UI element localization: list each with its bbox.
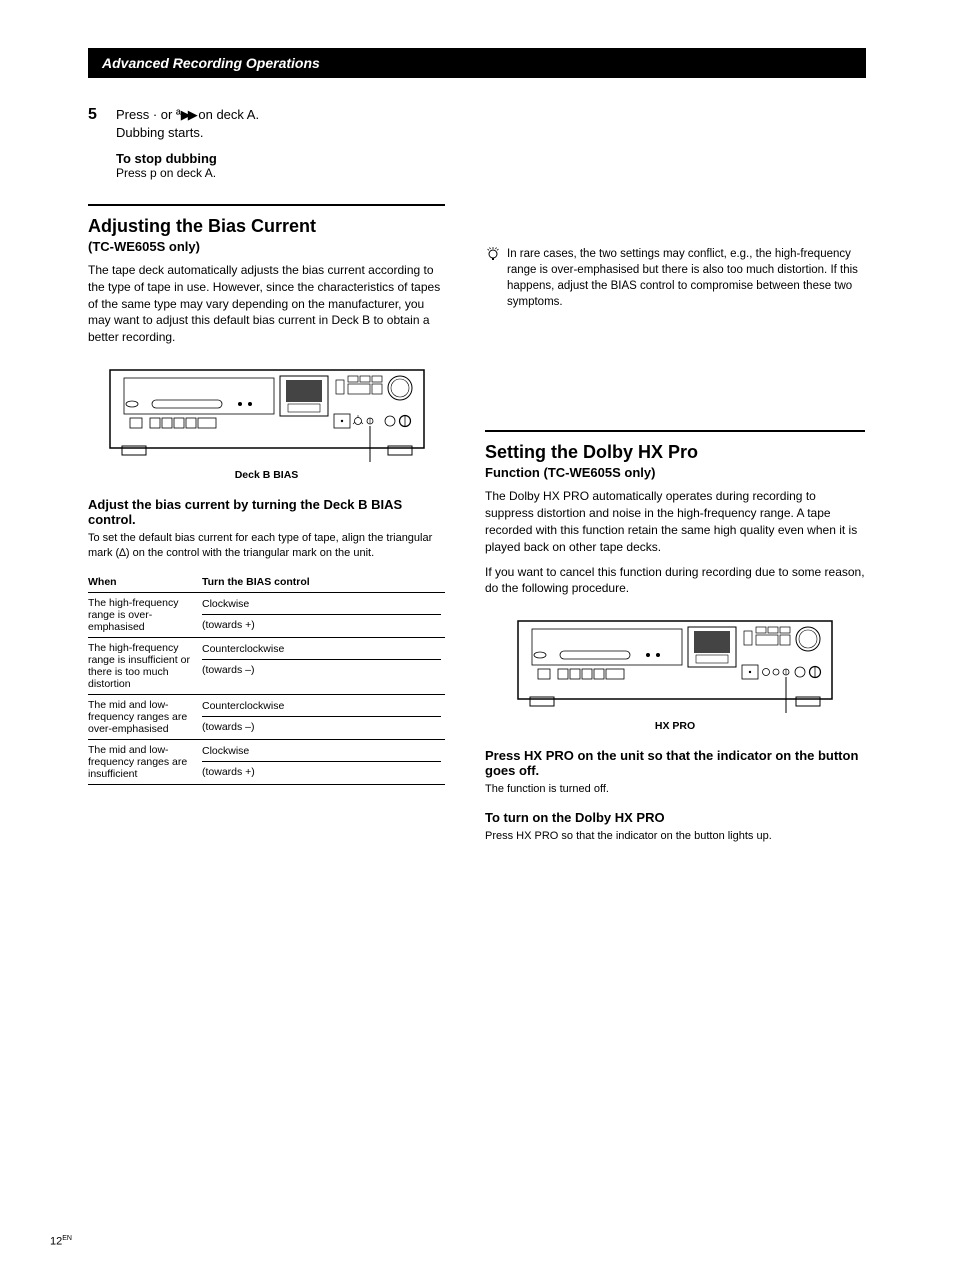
device-illustration-left: Deck B BIAS [88, 364, 445, 481]
bias-section-title: Adjusting the Bias Current [88, 216, 445, 237]
device-label-left: Deck B BIAS [88, 469, 445, 481]
tip-block: In rare cases, the two settings may conf… [485, 246, 865, 310]
device-label-right: HX PRO [485, 720, 865, 732]
adjust-title: Adjust the bias current by turning the D… [88, 497, 445, 527]
hxpro-on-body: Press HX PRO so that the indicator on th… [485, 829, 865, 844]
bias-section-subtitle: (TC-WE605S only) [88, 239, 445, 254]
table-row: The high-frequency range is insufficient… [88, 637, 445, 694]
device-illustration-right: HX PRO [485, 615, 865, 732]
hxpro-on-title: To turn on the Dolby HX PRO [485, 810, 865, 825]
table-header-turn: Turn the BIAS control [202, 572, 445, 593]
step-5-text-b: Dubbing starts. [116, 124, 259, 142]
step-number: 5 [88, 106, 116, 124]
hxpro-off-title: Press HX PRO on the unit so that the ind… [485, 748, 865, 778]
table-row: The mid and low-frequency ranges are ove… [88, 694, 445, 739]
hxpro-off-body: The function is turned off. [485, 782, 865, 797]
step-5-text-a: Press · or ª▶▶ on deck A. [116, 106, 259, 124]
table-row: The high-frequency range is over-emphasi… [88, 592, 445, 637]
page-section-header: Advanced Recording Operations [88, 48, 866, 78]
stop-dubbing-title: To stop dubbing [116, 151, 445, 166]
hxpro-section-subtitle: Function (TC-WE605S only) [485, 465, 865, 480]
divider [88, 204, 445, 206]
hxpro-intro-1: The Dolby HX PRO automatically operates … [485, 488, 865, 555]
bias-intro: The tape deck automatically adjusts the … [88, 262, 445, 346]
hxpro-intro-2: If you want to cancel this function duri… [485, 564, 865, 598]
tip-icon [485, 246, 501, 310]
divider [485, 430, 865, 432]
stop-dubbing-body: Press p on deck A. [116, 166, 445, 180]
table-header-when: When [88, 572, 202, 593]
header-label: Advanced Recording Operations [102, 55, 320, 71]
page-number: 12EN [50, 1235, 72, 1248]
step-5: 5 Press · or ª▶▶ on deck A. Dubbing star… [88, 106, 445, 141]
table-row: The mid and low-frequency ranges are ins… [88, 739, 445, 784]
adjust-body: To set the default bias current for each… [88, 531, 445, 562]
tip-text: In rare cases, the two settings may conf… [507, 246, 865, 310]
hxpro-section-title: Setting the Dolby HX Pro [485, 442, 865, 463]
bias-table: When Turn the BIAS control The high-freq… [88, 572, 445, 785]
